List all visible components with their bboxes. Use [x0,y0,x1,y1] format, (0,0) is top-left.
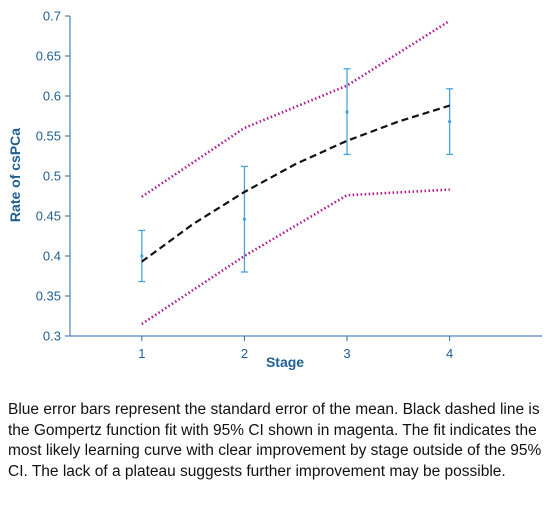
axes: 0.3 0.35 0.4 0.45 0.5 0.55 0.6 0.65 0.7 1 2 3 4 [36,9,542,361]
ci-lower-line [141,188,450,326]
y-tick-label: 0.35 [36,289,61,304]
x-tick-label: 1 [138,346,145,361]
y-tick-label: 0.4 [43,249,61,264]
x-tick-label: 4 [446,346,453,361]
y-tick-label: 0.5 [43,169,61,184]
mean-point [448,120,452,124]
mean-point [140,254,144,258]
x-tick-label: 2 [241,346,248,361]
gompertz-fit-line [141,104,451,263]
mean-point [345,110,349,114]
y-tick-label: 0.65 [36,49,61,64]
y-tick-label: 0.7 [43,9,61,24]
marks [138,19,454,326]
y-tick-label: 0.55 [36,129,61,144]
chart: 0.3 0.35 0.4 0.45 0.5 0.55 0.6 0.65 0.7 1 2 3 4 Stag… [7,9,542,370]
y-axis-title: Rate of csPCa [7,128,23,222]
x-tick-label: 3 [343,346,350,361]
figure-caption: Blue error bars represent the standard e… [8,401,542,480]
y-tick-label: 0.45 [36,209,61,224]
ci-upper-line [141,19,451,198]
mean-point [242,217,247,221]
y-tick-label: 0.6 [43,89,61,104]
x-axis-title: Stage [266,354,304,370]
y-tick-label: 0.3 [43,329,61,344]
